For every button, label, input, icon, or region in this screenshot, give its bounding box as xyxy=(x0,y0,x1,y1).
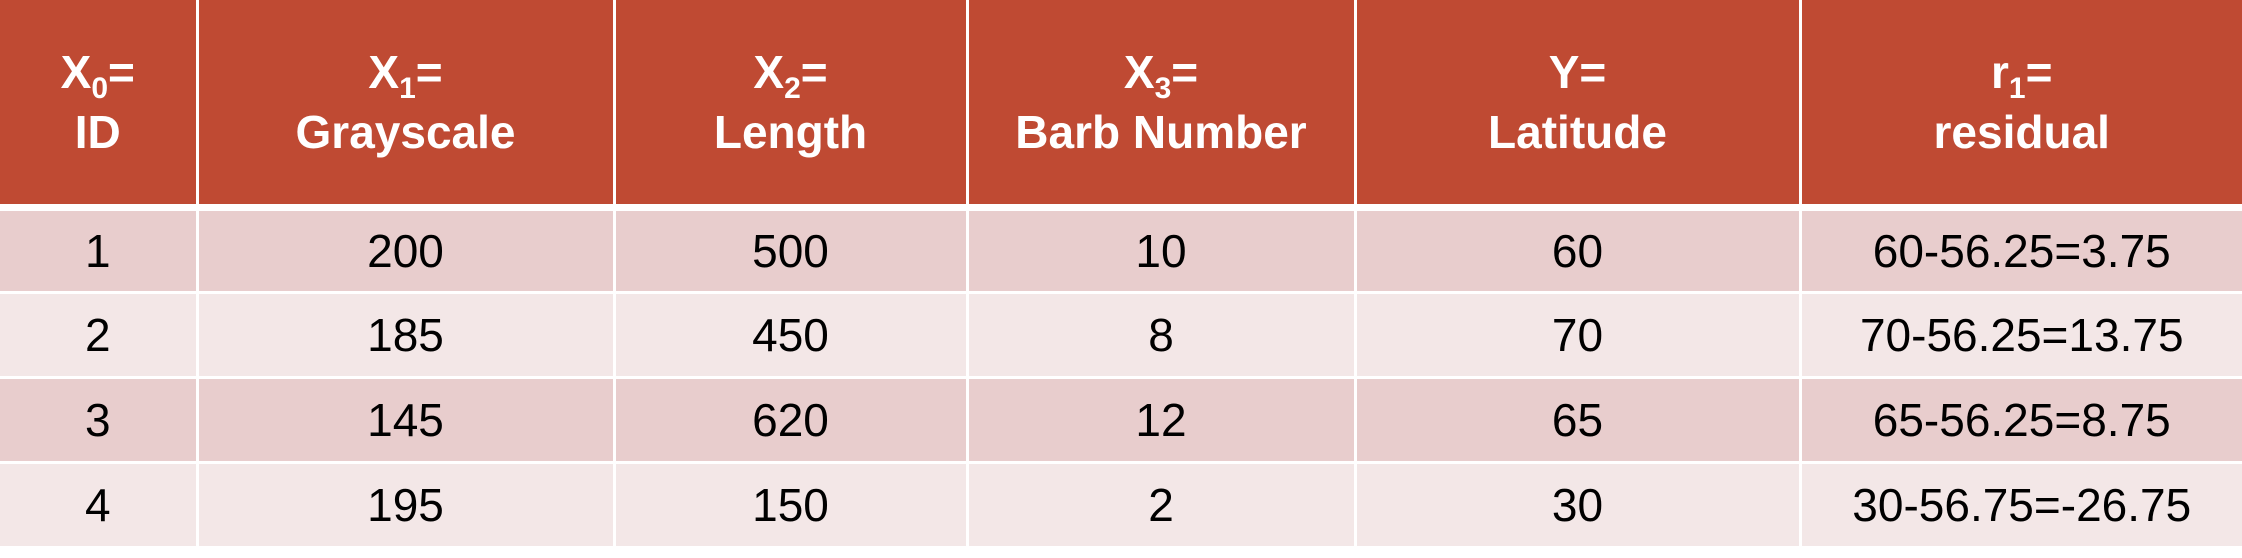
table-header: X0= ID X1= Grayscale X2= Length X3= Barb Num… xyxy=(0,0,2242,207)
cell-latitude: 70 xyxy=(1355,292,1802,379)
header-cell-latitude: Y= Latitude xyxy=(1355,0,1802,207)
cell-id: 4 xyxy=(0,462,199,549)
header-cell-grayscale: X1= Grayscale xyxy=(197,0,616,207)
cell-residual: 70-56.25=13.75 xyxy=(1800,292,2242,379)
cell-length: 620 xyxy=(614,377,969,464)
cell-id: 1 xyxy=(0,207,199,294)
cell-barb-number: 2 xyxy=(967,462,1357,549)
cell-grayscale: 145 xyxy=(197,377,616,464)
header-cell-residual: r1= residual xyxy=(1800,0,2242,207)
cell-latitude: 65 xyxy=(1355,377,1802,464)
header-row: X0= ID X1= Grayscale X2= Length X3= Barb Num… xyxy=(0,0,2242,207)
cell-residual: 60-56.25=3.75 xyxy=(1800,207,2242,294)
table-body: 1 200 500 10 60 60-56.25=3.75 2 185 450 … xyxy=(0,207,2242,549)
cell-grayscale: 195 xyxy=(197,462,616,549)
table-row: 3 145 620 12 65 65-56.25=8.75 xyxy=(0,377,2242,464)
header-cell-id: X0= ID xyxy=(0,0,199,207)
table-row: 4 195 150 2 30 30-56.75=-26.75 xyxy=(0,462,2242,549)
cell-length: 450 xyxy=(614,292,969,379)
header-cell-barb-number: X3= Barb Number xyxy=(967,0,1357,207)
cell-latitude: 60 xyxy=(1355,207,1802,294)
cell-barb-number: 10 xyxy=(967,207,1357,294)
cell-length: 150 xyxy=(614,462,969,549)
cell-residual: 65-56.25=8.75 xyxy=(1800,377,2242,464)
table-row: 2 185 450 8 70 70-56.25=13.75 xyxy=(0,292,2242,379)
cell-residual: 30-56.75=-26.75 xyxy=(1800,462,2242,549)
cell-grayscale: 200 xyxy=(197,207,616,294)
header-cell-length: X2= Length xyxy=(614,0,969,207)
cell-id: 3 xyxy=(0,377,199,464)
table-row: 1 200 500 10 60 60-56.25=3.75 xyxy=(0,207,2242,294)
cell-grayscale: 185 xyxy=(197,292,616,379)
cell-length: 500 xyxy=(614,207,969,294)
cell-barb-number: 12 xyxy=(967,377,1357,464)
cell-latitude: 30 xyxy=(1355,462,1802,549)
cell-id: 2 xyxy=(0,292,199,379)
cell-barb-number: 8 xyxy=(967,292,1357,379)
